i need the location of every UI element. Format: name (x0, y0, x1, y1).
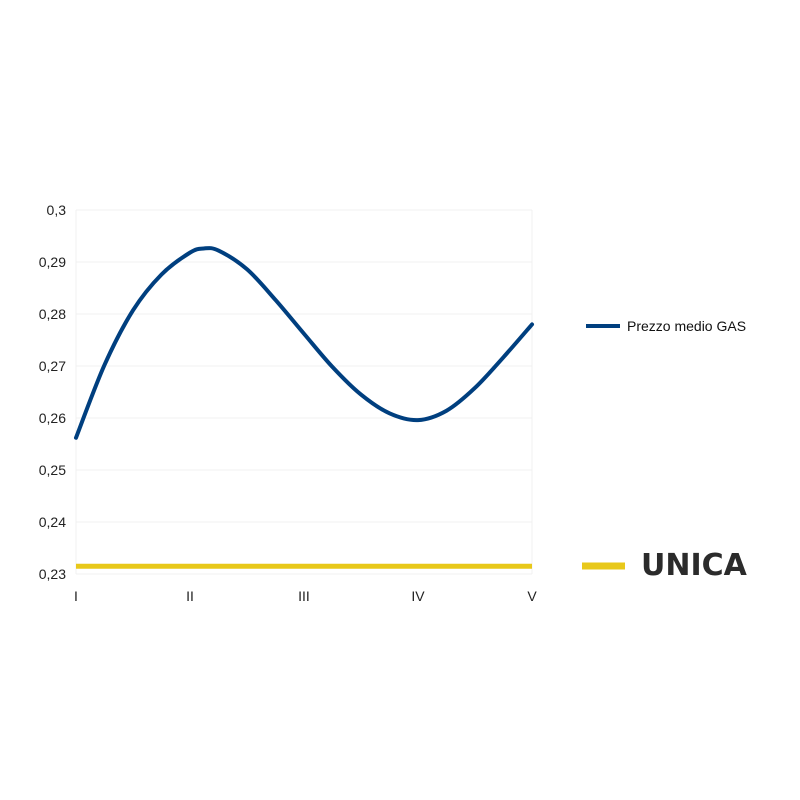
y-tick-label: 0,29 (39, 254, 66, 270)
grid-lines (75, 209, 533, 575)
y-tick-label: 0,24 (39, 514, 66, 530)
y-tick-label: 0,28 (39, 306, 66, 322)
y-axis: 0,3 0,29 0,28 0,27 0,26 0,25 0,24 0,23 (39, 202, 66, 582)
x-tick-label: II (186, 588, 194, 604)
y-tick-label: 0,23 (39, 566, 66, 582)
y-tick-label: 0,26 (39, 410, 66, 426)
x-axis: I II III IV V (74, 588, 537, 604)
y-tick-label: 0,25 (39, 462, 66, 478)
x-tick-label: I (74, 588, 78, 604)
unica-brand: UNICA (582, 548, 748, 583)
y-tick-label: 0,27 (39, 358, 66, 374)
x-tick-label: III (298, 588, 310, 604)
unica-brand-label: UNICA (641, 548, 748, 583)
y-tick-label: 0,3 (47, 202, 67, 218)
series-line-prezzo-medio-gas (74, 246, 534, 440)
x-tick-label: IV (411, 588, 425, 604)
legend: Prezzo medio GAS (586, 318, 746, 334)
legend-label-prezzo-medio-gas: Prezzo medio GAS (627, 318, 746, 334)
x-tick-label: V (527, 588, 537, 604)
